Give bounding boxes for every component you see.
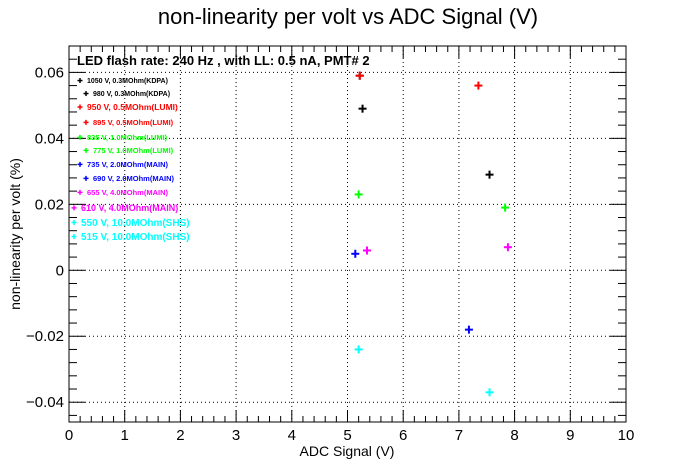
data-point <box>355 71 364 80</box>
legend-entry: 835 V, 1.0MOhm(LUMI) <box>77 133 168 142</box>
legend-entry: 735 V, 2.0MOhm(MAIN) <box>77 160 168 169</box>
legend-label: 775 V, 1.0MOhm(LUMI) <box>93 146 174 155</box>
data-point <box>501 203 510 212</box>
legend-label: 515 V, 10.0MOhm(SHS) <box>81 232 190 243</box>
legend-entry: 895 V, 0.5MOhm(LUMI) <box>83 118 174 127</box>
legend-label: 980 V, 0.3MOhm(KDPA) <box>93 91 170 98</box>
x-tick-label: 8 <box>510 427 518 444</box>
y-tick-label: −0.04 <box>26 394 64 411</box>
legend-label: 895 V, 0.5MOhm(LUMI) <box>93 118 174 127</box>
y-axis-ticks <box>69 58 626 416</box>
legend-label: 550 V, 10.0MOhm(SHS) <box>81 218 190 229</box>
chart-title: non-linearity per volt vs ADC Signal (V) <box>158 4 538 29</box>
legend-entry: 950 V, 0.5MOhm(LUMI) <box>77 102 178 112</box>
legend-entry: 610 V, 4.0MOhm(MAIN) <box>71 203 178 213</box>
legend-label: 690 V, 2.0MOhm(MAIN) <box>93 174 174 183</box>
x-axis-tick-labels: 0 1 2 3 4 5 6 7 8 9 10 <box>65 427 635 444</box>
x-tick-label: 2 <box>176 427 184 444</box>
data-point <box>362 246 371 255</box>
legend-label: 735 V, 2.0MOhm(MAIN) <box>87 160 168 169</box>
x-tick-label: 4 <box>288 427 296 444</box>
legend-entry: 775 V, 1.0MOhm(LUMI) <box>83 146 174 155</box>
y-tick-label: −0.02 <box>26 328 64 345</box>
data-point <box>351 249 360 258</box>
data-point <box>354 345 363 354</box>
grid-lines <box>69 46 626 422</box>
x-tick-label: 1 <box>121 427 129 444</box>
legend-label: 655 V, 4.0MOhm(MAIN) <box>87 188 168 197</box>
data-point <box>485 388 494 397</box>
legend-label: 835 V, 1.0MOhm(LUMI) <box>87 133 168 142</box>
x-tick-label: 9 <box>566 427 574 444</box>
legend-entry: 515 V, 10.0MOhm(SHS) <box>71 232 190 243</box>
y-tick-label: 0.02 <box>35 196 64 213</box>
legend-label: 1050 V, 0.3MOhm(KDPA) <box>87 78 168 85</box>
x-tick-label: 0 <box>65 427 73 444</box>
data-point <box>358 104 367 113</box>
x-tick-label: 7 <box>455 427 463 444</box>
legend: LED flash rate: 240 Hz , with LL: 0.5 nA… <box>71 53 370 243</box>
x-tick-label: 10 <box>618 427 635 444</box>
x-tick-label: 3 <box>232 427 240 444</box>
legend-entry: 980 V, 0.3MOhm(KDPA) <box>83 91 170 98</box>
legend-label: 610 V, 4.0MOhm(MAIN) <box>81 203 178 213</box>
x-tick-label: 5 <box>343 427 351 444</box>
legend-header: LED flash rate: 240 Hz , with LL: 0.5 nA… <box>77 53 370 68</box>
x-axis-title: ADC Signal (V) <box>300 443 395 459</box>
y-tick-label: 0.06 <box>35 64 64 81</box>
legend-entry: 1050 V, 0.3MOhm(KDPA) <box>77 78 168 85</box>
y-axis-tick-labels: −0.04 −0.02 0 0.02 0.04 0.06 <box>26 64 64 411</box>
legend-entry: 690 V, 2.0MOhm(MAIN) <box>83 174 174 183</box>
y-tick-label: 0.04 <box>35 130 64 147</box>
legend-label: 950 V, 0.5MOhm(LUMI) <box>87 102 178 112</box>
data-point <box>503 243 512 252</box>
data-points <box>351 71 512 397</box>
data-point <box>354 190 363 199</box>
legend-entry: 550 V, 10.0MOhm(SHS) <box>71 218 190 229</box>
data-point <box>464 325 473 334</box>
x-tick-label: 6 <box>399 427 407 444</box>
data-point <box>485 170 494 179</box>
y-tick-label: 0 <box>56 262 64 279</box>
legend-entry: 655 V, 4.0MOhm(MAIN) <box>77 188 168 197</box>
x-axis-ticks <box>68 46 627 422</box>
data-point <box>474 81 483 90</box>
y-axis-title: non-linearity per volt (%) <box>7 158 23 310</box>
